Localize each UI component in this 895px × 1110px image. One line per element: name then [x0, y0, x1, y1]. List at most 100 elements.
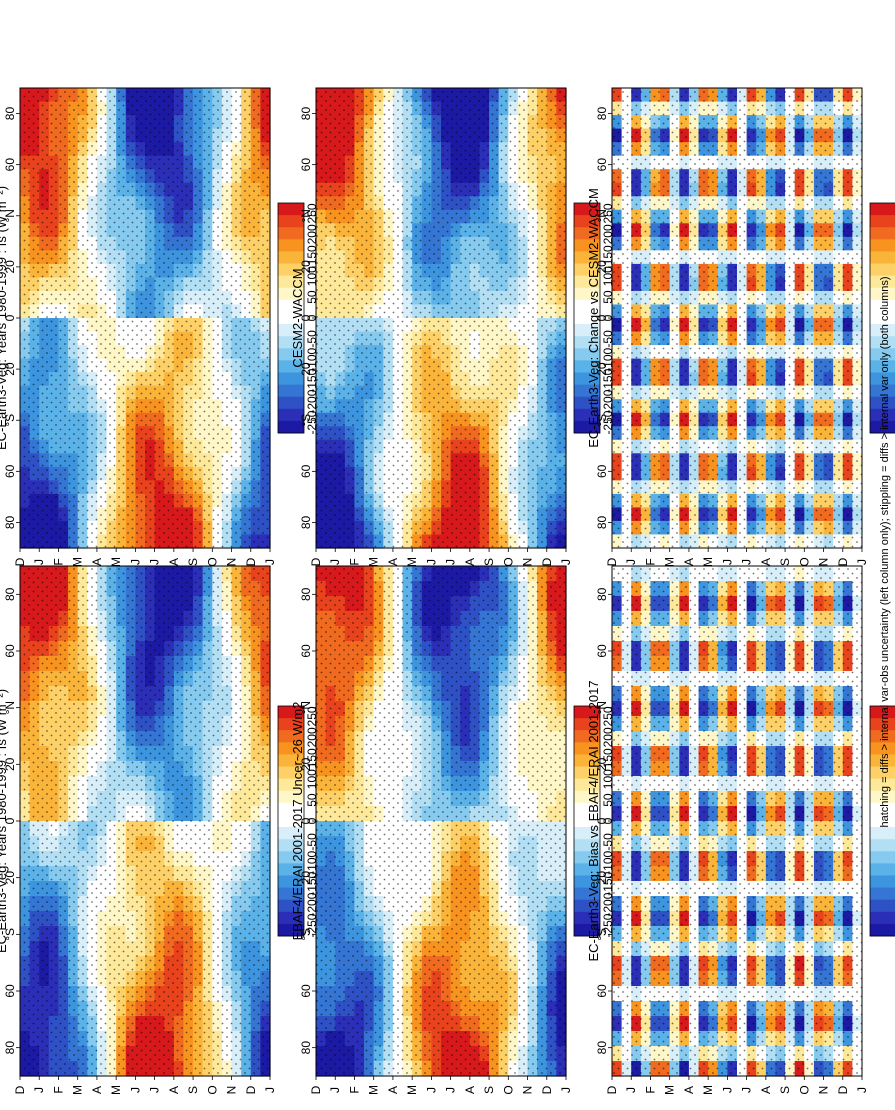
stippling-overlay: [20, 566, 270, 1076]
month-tick-label: J: [263, 1087, 277, 1093]
stippling-overlay: [316, 566, 566, 1076]
lat-tick-label: 80: [3, 515, 17, 529]
month-tick-label: D: [605, 1085, 619, 1094]
month-tick-label: A: [90, 1086, 104, 1094]
panel-title: EBAF4/ERAI 2001-2017 Uncer~26 W/m2: [290, 702, 305, 941]
month-tick-label: J: [740, 1087, 754, 1093]
month-tick-label: J: [148, 1087, 162, 1093]
month-tick-label: N: [225, 1086, 239, 1095]
lat-tick-label: °S: [299, 414, 313, 427]
month-tick-label: D: [244, 557, 258, 566]
month-tick-label: M: [109, 557, 123, 567]
colorbar-swatch: [278, 397, 304, 410]
month-tick-label: D: [309, 557, 323, 566]
month-tick-label: D: [540, 557, 554, 566]
month-tick-label: J: [624, 1087, 638, 1093]
month-tick-label: F: [643, 1086, 657, 1093]
lat-tick-label: 80: [595, 1041, 609, 1055]
month-tick-label: S: [482, 558, 496, 566]
month-tick-label: J: [32, 559, 46, 565]
colorbar-swatch: [870, 924, 895, 937]
month-tick-label: A: [759, 1086, 773, 1094]
month-tick-label: A: [167, 1086, 181, 1094]
month-tick-label: M: [405, 557, 419, 567]
month-tick-label: J: [148, 559, 162, 565]
month-tick-label: F: [347, 1086, 361, 1093]
panel-title: EC-Earth3-Veg: Years 1980-1999 : fs (W m…: [0, 186, 9, 450]
month-tick-label: D: [309, 1085, 323, 1094]
month-tick-label: S: [778, 1086, 792, 1094]
lat-tick-label: 60: [3, 464, 17, 478]
month-tick-label: O: [501, 557, 515, 566]
month-tick-label: D: [244, 1085, 258, 1094]
stippling-overlay: [20, 88, 270, 548]
lat-tick-label: 60: [3, 158, 17, 172]
month-tick-label: F: [347, 558, 361, 565]
colorbar-swatch: [870, 900, 895, 913]
stippling-overlay: [612, 566, 862, 1076]
month-tick-label: A: [463, 558, 477, 566]
lat-tick-label: 60: [299, 984, 313, 998]
month-tick-label: F: [51, 1086, 65, 1093]
month-tick-label: M: [71, 557, 85, 567]
month-tick-label: M: [663, 1085, 677, 1095]
lat-tick-label: 80: [3, 1041, 17, 1055]
month-tick-label: A: [386, 558, 400, 566]
lat-tick-label: 60: [3, 644, 17, 658]
lat-tick-label: 80: [299, 587, 313, 601]
lat-tick-label: 60: [595, 644, 609, 658]
colorbar-swatch: [870, 912, 895, 925]
month-tick-label: S: [186, 558, 200, 566]
colorbar-swatch: [870, 851, 895, 864]
month-tick-label: A: [167, 558, 181, 566]
stippling-overlay: [316, 88, 566, 548]
lat-tick-label: 80: [299, 515, 313, 529]
month-tick-label: N: [225, 558, 239, 567]
panel-title: EC-Earth3-Veg: Bias vs EBAF4/ERAI 2001-2…: [586, 680, 601, 961]
month-tick-label: M: [367, 1085, 381, 1095]
lat-tick-label: 60: [3, 984, 17, 998]
month-tick-label: A: [463, 1086, 477, 1094]
colorbar-swatch: [278, 227, 304, 240]
month-tick-label: M: [701, 1085, 715, 1095]
month-tick-label: S: [482, 1086, 496, 1094]
month-tick-label: J: [559, 559, 573, 565]
month-tick-label: O: [797, 1085, 811, 1094]
month-tick-label: J: [444, 1087, 458, 1093]
month-tick-label: J: [855, 1087, 869, 1093]
month-tick-label: J: [328, 1087, 342, 1093]
colorbar-swatch: [870, 827, 895, 840]
month-tick-label: J: [720, 1087, 734, 1093]
month-tick-label: J: [424, 1087, 438, 1093]
lat-tick-label: 60: [299, 644, 313, 658]
lat-tick-label: 60: [299, 158, 313, 172]
month-tick-label: J: [444, 559, 458, 565]
month-tick-label: J: [128, 559, 142, 565]
month-tick-label: J: [32, 1087, 46, 1093]
month-tick-label: D: [13, 557, 27, 566]
month-tick-label: D: [540, 1085, 554, 1094]
month-tick-label: N: [817, 1086, 831, 1095]
month-tick-label: J: [424, 559, 438, 565]
colorbar-swatch: [870, 888, 895, 901]
month-tick-label: A: [386, 1086, 400, 1094]
colorbar-swatch: [278, 385, 304, 398]
month-tick-label: D: [13, 1085, 27, 1094]
month-tick-label: N: [521, 558, 535, 567]
colorbar-swatch: [870, 863, 895, 876]
colorbar-swatch: [870, 839, 895, 852]
month-tick-label: O: [501, 1085, 515, 1094]
lat-tick-label: 80: [299, 1041, 313, 1055]
panel-title: EC-Earth3-Veg: Years 1980-1999 : fs (W m…: [0, 689, 9, 953]
month-tick-label: M: [71, 1085, 85, 1095]
month-tick-label: M: [367, 557, 381, 567]
